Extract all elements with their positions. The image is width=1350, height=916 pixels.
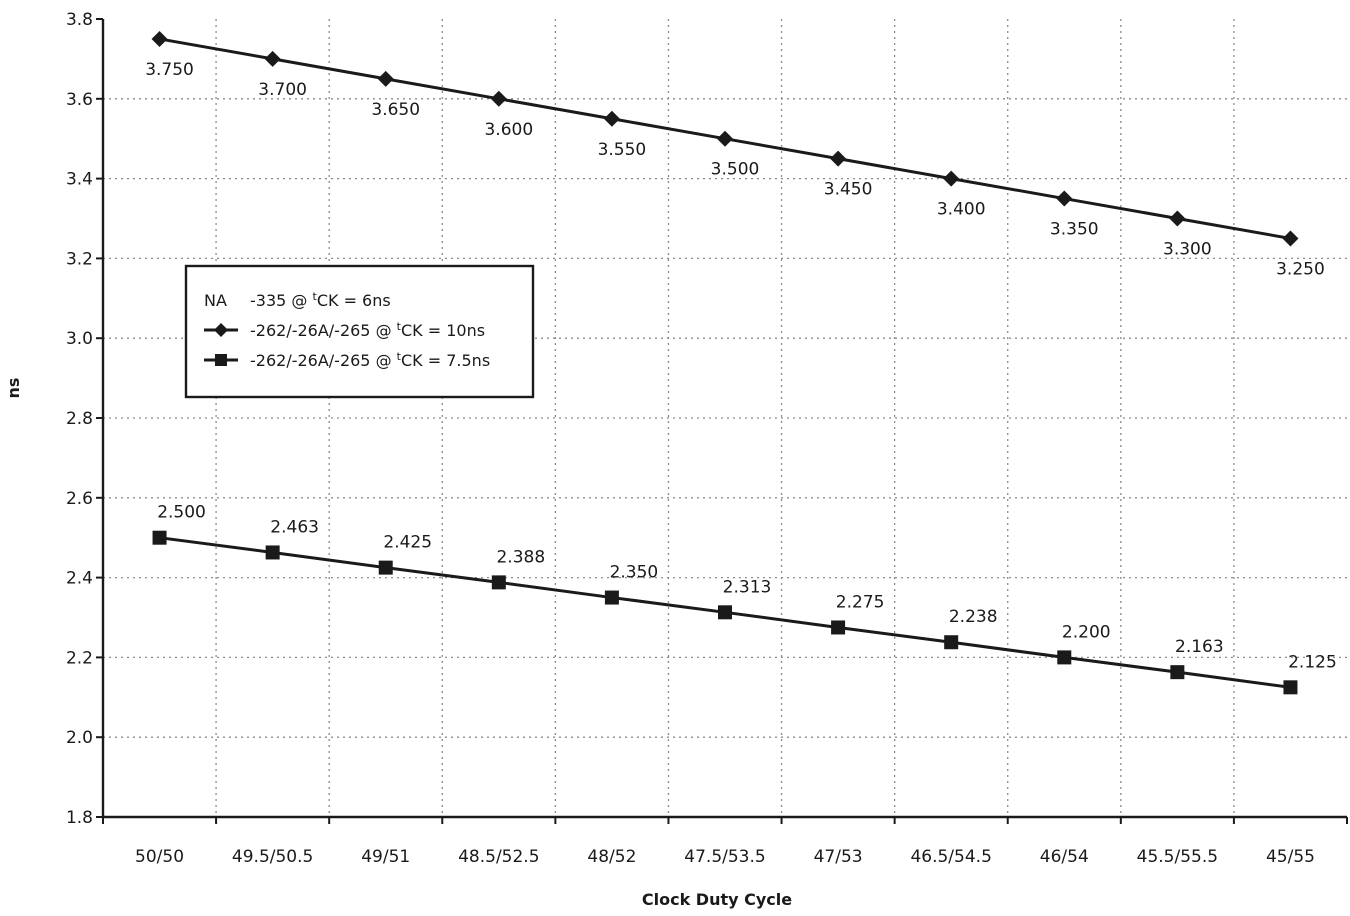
x-tick-label: 45/55 xyxy=(1266,847,1315,867)
square-marker xyxy=(265,545,280,560)
diamond-data-label: 3.400 xyxy=(937,200,986,220)
square-marker xyxy=(1170,665,1185,680)
x-tick-label: 47/53 xyxy=(814,847,863,867)
square-data-label: 2.425 xyxy=(383,533,432,553)
diamond-marker xyxy=(1056,190,1073,207)
diamond-marker xyxy=(1169,210,1186,227)
square-data-label: 2.350 xyxy=(610,563,659,583)
y-tick-label: 3.0 xyxy=(66,329,93,349)
square-marker xyxy=(604,590,619,605)
square-marker xyxy=(1057,650,1072,665)
legend-10ns-prefix: -262/-26A/-265 @ xyxy=(250,321,397,340)
x-tick-label: 47.5/53.5 xyxy=(684,847,765,867)
legend-box xyxy=(184,264,535,399)
y-tick-label: 3.2 xyxy=(66,249,93,269)
x-tick-label: 48/52 xyxy=(587,847,636,867)
square-data-label: 2.500 xyxy=(157,503,206,523)
diamond-data-label: 3.500 xyxy=(711,160,760,180)
diamond-data-label: 3.350 xyxy=(1050,220,1099,240)
diamond-marker xyxy=(377,70,394,87)
legend-na-suffix: CK = 6ns xyxy=(317,291,391,310)
legend-na-text: -335 @ xyxy=(250,291,312,310)
diamond-marker xyxy=(490,90,507,107)
diamond-marker xyxy=(603,110,620,127)
x-tick-label: 50/50 xyxy=(135,847,184,867)
diamond-data-label: 3.600 xyxy=(484,120,533,140)
grid-layer xyxy=(103,19,1347,817)
square-data-label: 2.163 xyxy=(1175,637,1224,657)
square-data-label: 2.463 xyxy=(270,517,319,537)
diamond-marker xyxy=(151,30,168,47)
square-data-label: 2.275 xyxy=(836,592,885,612)
y-axis-title: ns xyxy=(4,378,23,399)
square-data-label: 2.200 xyxy=(1062,622,1111,642)
square-marker xyxy=(1283,680,1298,695)
x-tick-label: 45.5/55.5 xyxy=(1137,847,1218,867)
series-layer xyxy=(151,30,1299,695)
legend-na-super: t xyxy=(312,290,317,303)
square-marker xyxy=(944,635,959,650)
y-tick-label: 3.8 xyxy=(66,10,93,30)
y-tick-label: 1.8 xyxy=(66,808,93,828)
x-tick-label: 46.5/54.5 xyxy=(910,847,991,867)
legend-item-7-5ns: -262/-26A/-265 @ tCK = 7.5ns xyxy=(250,350,490,370)
y-tick-label: 2.0 xyxy=(66,728,93,748)
y-tick-label: 3.6 xyxy=(66,90,93,110)
legend-7-5ns-suffix: CK = 7.5ns xyxy=(401,351,490,370)
square-marker xyxy=(831,620,846,635)
y-tick-label: 2.2 xyxy=(66,648,93,668)
legend-item-na: -335 @ tCK = 6ns xyxy=(250,290,391,310)
x-tick-label: 49.5/50.5 xyxy=(232,847,313,867)
square-data-label: 2.125 xyxy=(1288,652,1337,672)
y-tick-label: 2.8 xyxy=(66,409,93,429)
legend-7-5ns-prefix: -262/-26A/-265 @ xyxy=(250,351,397,370)
axis-layer: 1.8 2.0 2.2 2.4 2.6 2.8 3.0 3.2 3.4 3.6 3.8 50/50 49… xyxy=(66,10,1348,867)
x-tick-label: 49/51 xyxy=(361,847,410,867)
y-tick-label: 3.4 xyxy=(66,170,93,190)
legend-diamond-icon xyxy=(214,323,228,337)
square-data-label: 2.388 xyxy=(496,547,545,567)
legend: NA -335 @ tCK = 6ns -262/-26A/-265 @ tCK… xyxy=(184,264,535,399)
data-label-layer: 3.750 3.700 3.650 3.600 3.550 3.500 3.450 3.400… xyxy=(145,60,1337,672)
legend-10ns-suffix: CK = 10ns xyxy=(401,321,485,340)
diamond-data-label: 3.700 xyxy=(258,80,307,100)
x-axis-title: Clock Duty Cycle xyxy=(642,890,792,909)
x-tick-label: 48.5/52.5 xyxy=(458,847,539,867)
legend-item-10ns: -262/-26A/-265 @ tCK = 10ns xyxy=(250,320,485,340)
x-tick-label: 46/54 xyxy=(1040,847,1089,867)
diamond-marker xyxy=(717,130,733,147)
diamond-data-label: 3.300 xyxy=(1163,240,1212,260)
diamond-marker xyxy=(264,50,281,67)
square-marker xyxy=(378,560,393,575)
legend-10ns-super: t xyxy=(397,320,402,333)
square-marker xyxy=(152,530,167,545)
diamond-data-label: 3.250 xyxy=(1276,259,1325,279)
y-tick-label: 2.4 xyxy=(66,569,93,589)
diamond-marker xyxy=(830,150,847,167)
diamond-marker xyxy=(1282,230,1299,247)
diamond-data-label: 3.550 xyxy=(598,140,647,160)
legend-7-5ns-super: t xyxy=(397,350,402,363)
diamond-marker xyxy=(943,170,960,187)
diamond-data-label: 3.450 xyxy=(824,180,873,200)
y-tick-label: 2.6 xyxy=(66,489,93,509)
square-data-label: 2.313 xyxy=(723,577,772,597)
legend-square-icon xyxy=(215,354,227,366)
diamond-data-label: 3.650 xyxy=(371,100,420,120)
diamond-data-label: 3.750 xyxy=(145,60,194,80)
square-marker xyxy=(718,605,732,620)
square-marker xyxy=(491,575,506,590)
square-data-label: 2.238 xyxy=(949,607,998,627)
legend-na-label: NA xyxy=(204,291,227,310)
